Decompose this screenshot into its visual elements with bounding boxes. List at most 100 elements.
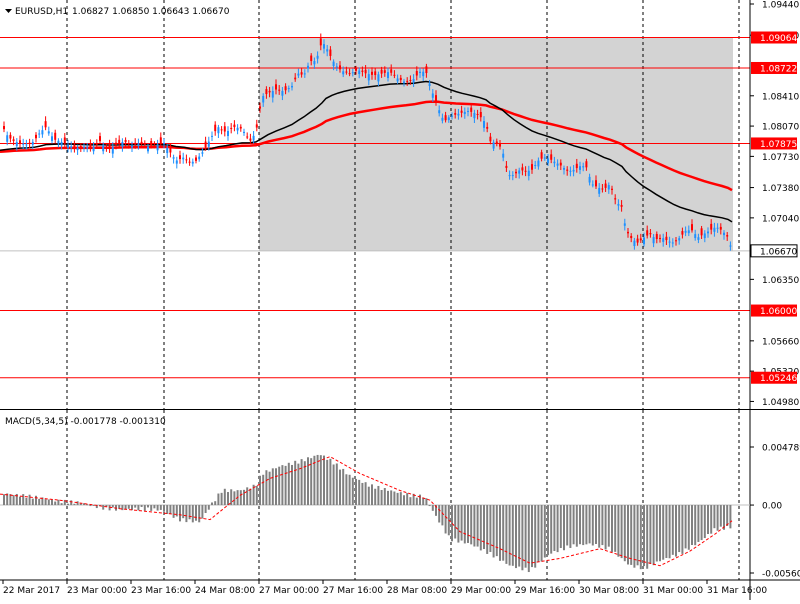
time-tick-label-3: 24 Mar 08:00	[195, 586, 255, 596]
macd-bar	[591, 505, 594, 546]
candle-body	[582, 166, 585, 168]
macd-bar	[169, 505, 172, 514]
candle-body	[111, 146, 114, 154]
candle-body	[403, 81, 405, 83]
candle-body	[444, 115, 447, 121]
candle-body	[332, 61, 335, 67]
macd-bar	[220, 492, 223, 506]
candle-body	[473, 112, 476, 119]
macd-panel[interactable]: MACD(5,34,5) -0.001778 -0.001310 0.00478…	[0, 410, 800, 580]
candle-body	[9, 134, 12, 139]
macd-bar	[195, 505, 197, 521]
price-tick-label-3: 1.08070	[762, 123, 799, 133]
macd-bar	[15, 493, 18, 506]
candle-body	[44, 121, 47, 128]
candle-body	[54, 132, 57, 140]
macd-bar	[332, 464, 335, 506]
candle-body	[518, 170, 521, 174]
macd-bar	[700, 505, 703, 541]
macd-bar	[387, 490, 389, 506]
candle-body	[335, 66, 338, 68]
level-label-box-2	[751, 137, 797, 150]
price-axis[interactable]: 1.094401.090901.084101.080701.077301.073…	[749, 0, 799, 600]
time-tick-label-10: 31 Mar 00:00	[643, 586, 703, 596]
macd-bar	[118, 505, 121, 509]
macd-bar	[31, 498, 34, 506]
macd-bar	[540, 505, 543, 562]
macd-bar	[355, 478, 357, 506]
symbol-label: EURUSD,H1	[15, 7, 68, 17]
candle-body	[422, 71, 425, 77]
candle-body	[76, 148, 79, 151]
macd-bar	[617, 505, 620, 557]
candle-body	[467, 110, 469, 112]
candle-body	[265, 89, 268, 95]
candle-body	[659, 237, 661, 239]
time-axis[interactable]: 22 Mar 2017 23 Mar 00:00 23 Mar 16:00 24 Ma…	[0, 579, 800, 596]
macd-bar	[694, 505, 697, 546]
shaded-range-zone	[259, 37, 733, 251]
price-panel[interactable]: EURUSD,H1 1.06827 1.06850 1.06643 1.0667…	[0, 0, 750, 409]
macd-bar	[70, 500, 73, 506]
macd-bar	[374, 488, 377, 506]
candle-body	[323, 44, 325, 49]
candle-body	[95, 143, 98, 145]
macd-bar	[211, 502, 213, 506]
macd-bar	[275, 468, 277, 506]
candle-body	[553, 161, 556, 164]
candle-body	[28, 142, 31, 144]
macd-bar	[460, 505, 463, 541]
macd-bar	[3, 494, 5, 506]
macd-bar	[367, 486, 370, 506]
macd-bar	[649, 505, 652, 564]
candle-body	[140, 141, 143, 144]
macd-bar	[639, 505, 642, 570]
candle-body	[451, 115, 453, 117]
macd-bar	[246, 487, 249, 506]
candle-body	[441, 117, 444, 121]
candle-body	[492, 142, 495, 149]
macd-bar	[675, 505, 677, 557]
candle-body	[249, 138, 252, 141]
candle-body	[655, 233, 658, 240]
collapse-triangle-icon[interactable]	[5, 9, 12, 13]
candle-body	[463, 111, 466, 115]
macd-bar	[409, 497, 412, 506]
candle-body	[575, 163, 578, 169]
candle-body	[508, 175, 511, 177]
candle-body	[716, 227, 719, 229]
macd-bar	[287, 462, 290, 506]
candle-body	[643, 237, 645, 245]
macd-bar	[230, 489, 233, 506]
candle-body	[374, 71, 377, 76]
candle-body	[329, 49, 332, 56]
macd-bar	[559, 505, 562, 549]
candle-body	[614, 198, 617, 200]
macd-bar	[499, 505, 501, 561]
macd-bar	[579, 505, 581, 545]
macd-bar	[41, 497, 44, 506]
candle-body	[15, 142, 18, 147]
candle-body	[204, 141, 207, 148]
macd-bar	[495, 505, 498, 557]
candle-body	[316, 55, 319, 59]
candle-body	[566, 169, 569, 171]
macd-bar	[19, 496, 21, 506]
candle-body	[166, 147, 169, 154]
candle-body	[627, 231, 629, 234]
candle-body	[383, 70, 386, 73]
macd-bar	[681, 505, 684, 554]
price-tick-label-0: 1.09440	[762, 1, 799, 11]
candle-body	[313, 61, 316, 65]
macd-bar	[655, 505, 658, 562]
macd-bar	[703, 505, 706, 539]
time-tick-label-9: 30 Mar 08:00	[579, 586, 639, 596]
macd-bar	[515, 505, 517, 569]
candle-body	[25, 144, 28, 146]
candle-body	[438, 110, 441, 114]
macd-bar	[201, 505, 204, 519]
candle-body	[543, 157, 546, 159]
macd-bar	[294, 460, 297, 506]
macd-bar	[483, 505, 485, 550]
